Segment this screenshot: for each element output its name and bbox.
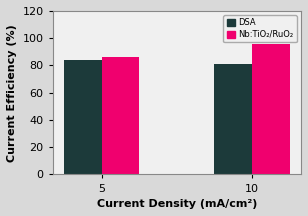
Bar	[64, 60, 102, 175]
Y-axis label: Current Efficiency (%): Current Efficiency (%)	[7, 24, 17, 162]
Bar	[214, 64, 252, 175]
Bar	[252, 44, 290, 175]
Legend: DSA, Nb:TiO₂/RuO₂: DSA, Nb:TiO₂/RuO₂	[223, 15, 297, 42]
Bar	[102, 57, 139, 175]
X-axis label: Current Density (mA/cm²): Current Density (mA/cm²)	[97, 199, 257, 209]
